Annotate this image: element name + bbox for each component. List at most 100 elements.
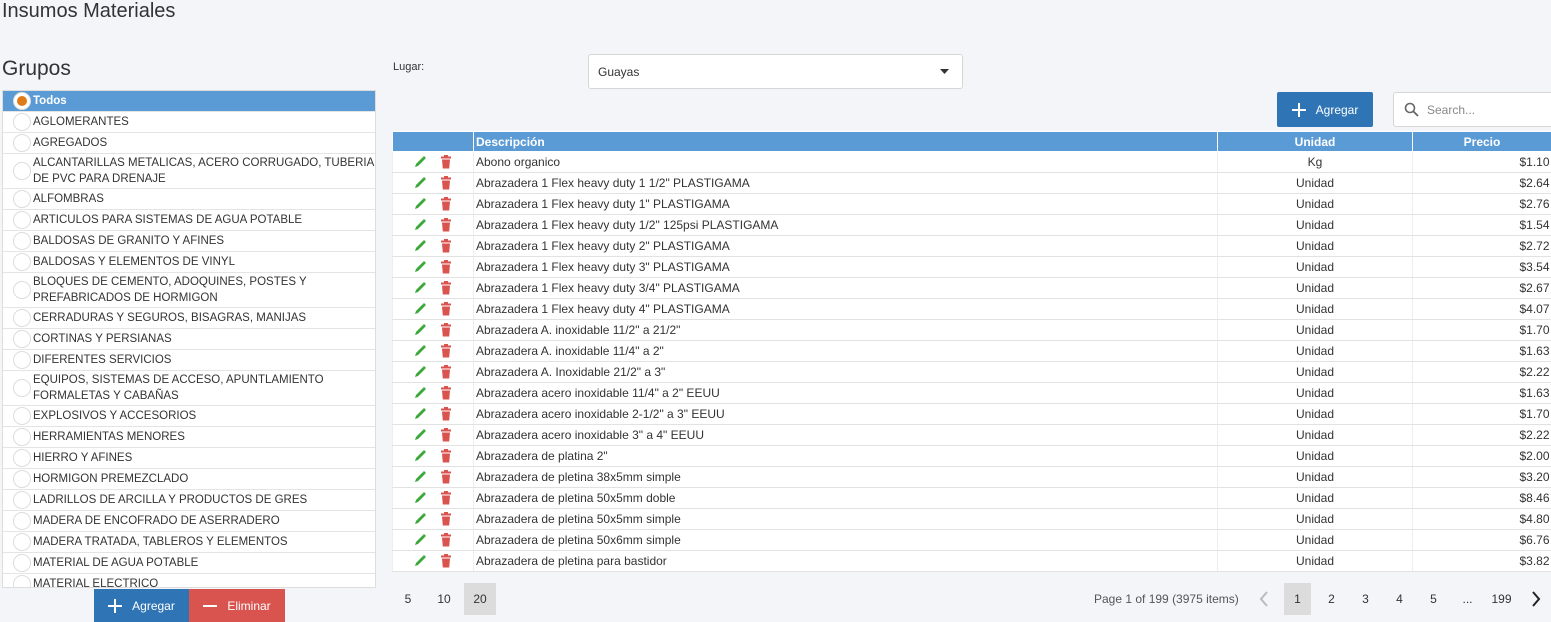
add-group-button[interactable]: Agregar xyxy=(94,589,189,622)
delete-icon[interactable] xyxy=(439,218,453,232)
edit-icon[interactable] xyxy=(413,260,427,274)
radio[interactable] xyxy=(13,253,31,271)
edit-icon[interactable] xyxy=(413,428,427,442)
group-row[interactable]: ARTICULOS PARA SISTEMAS DE AGUA POTABLE xyxy=(3,210,375,231)
delete-icon[interactable] xyxy=(439,428,453,442)
page-button[interactable]: 5 xyxy=(1430,592,1437,606)
group-row[interactable]: ALFOMBRAS xyxy=(3,189,375,210)
add-item-button[interactable]: Agregar xyxy=(1277,92,1373,127)
radio[interactable] xyxy=(13,162,31,180)
group-row[interactable]: HORMIGON PREMEZCLADO xyxy=(3,469,375,490)
page-button[interactable]: ... xyxy=(1462,592,1473,606)
group-row[interactable]: CORTINAS Y PERSIANAS xyxy=(3,329,375,350)
radio[interactable] xyxy=(13,190,31,208)
radio[interactable] xyxy=(13,470,31,488)
edit-icon[interactable] xyxy=(413,239,427,253)
group-row[interactable]: BALDOSAS Y ELEMENTOS DE VINYL xyxy=(3,252,375,273)
delete-icon[interactable] xyxy=(439,197,453,211)
group-row[interactable]: HERRAMIENTAS MENORES xyxy=(3,427,375,448)
edit-icon[interactable] xyxy=(413,323,427,337)
delete-icon[interactable] xyxy=(439,407,453,421)
group-row[interactable]: MATERIAL ELECTRICO xyxy=(3,574,375,587)
page-button[interactable]: 1 xyxy=(1284,583,1311,615)
page-size[interactable]: 5 xyxy=(404,592,412,606)
radio[interactable] xyxy=(13,533,31,551)
group-row[interactable]: MADERA DE ENCOFRADO DE ASERRADERO xyxy=(3,511,375,532)
edit-icon[interactable] xyxy=(413,554,427,568)
radio[interactable] xyxy=(13,351,31,369)
edit-icon[interactable] xyxy=(413,407,427,421)
delete-icon[interactable] xyxy=(439,554,453,568)
edit-icon[interactable] xyxy=(413,512,427,526)
edit-icon[interactable] xyxy=(413,533,427,547)
radio[interactable] xyxy=(13,281,31,299)
next-page[interactable] xyxy=(1522,583,1549,615)
delete-icon[interactable] xyxy=(439,260,453,274)
delete-icon[interactable] xyxy=(439,281,453,295)
group-row[interactable]: AGREGADOS xyxy=(3,133,375,154)
radio[interactable] xyxy=(13,428,31,446)
delete-icon[interactable] xyxy=(439,512,453,526)
radio[interactable] xyxy=(13,134,31,152)
radio[interactable] xyxy=(13,211,31,229)
column-header[interactable]: Precio xyxy=(1412,131,1551,152)
group-row[interactable]: CERRADURAS Y SEGUROS, BISAGRAS, MANIJAS xyxy=(3,308,375,329)
prev-page[interactable] xyxy=(1250,583,1277,615)
page-button[interactable]: 199 xyxy=(1491,592,1512,606)
edit-icon[interactable] xyxy=(413,197,427,211)
column-header[interactable]: Descripción xyxy=(473,131,1218,152)
delete-group-button[interactable]: Eliminar xyxy=(189,589,285,622)
edit-icon[interactable] xyxy=(413,449,427,463)
edit-icon[interactable] xyxy=(413,470,427,484)
edit-icon[interactable] xyxy=(413,386,427,400)
edit-icon[interactable] xyxy=(413,302,427,316)
column-header[interactable]: Unidad xyxy=(1217,131,1413,152)
radio[interactable] xyxy=(13,575,31,587)
radio[interactable] xyxy=(13,330,31,348)
radio[interactable] xyxy=(13,554,31,572)
edit-icon[interactable] xyxy=(413,281,427,295)
delete-icon[interactable] xyxy=(439,302,453,316)
delete-icon[interactable] xyxy=(439,533,453,547)
radio[interactable] xyxy=(13,407,31,425)
group-row[interactable]: BLOQUES DE CEMENTO, ADOQUINES, POSTES Y … xyxy=(3,273,375,308)
radio[interactable] xyxy=(13,113,31,131)
page-size[interactable]: 20 xyxy=(464,583,496,615)
radio[interactable] xyxy=(13,379,31,397)
delete-icon[interactable] xyxy=(439,344,453,358)
group-row[interactable]: AGLOMERANTES xyxy=(3,112,375,133)
edit-icon[interactable] xyxy=(413,491,427,505)
radio[interactable] xyxy=(13,449,31,467)
delete-icon[interactable] xyxy=(439,155,453,169)
search-box[interactable]: Search... xyxy=(1393,92,1551,127)
radio[interactable] xyxy=(13,491,31,509)
delete-icon[interactable] xyxy=(439,386,453,400)
group-row[interactable]: MADERA TRATADA, TABLEROS Y ELEMENTOS xyxy=(3,532,375,553)
group-row[interactable]: Todos xyxy=(3,91,375,112)
delete-icon[interactable] xyxy=(439,323,453,337)
delete-icon[interactable] xyxy=(439,449,453,463)
page-button[interactable]: 3 xyxy=(1362,592,1369,606)
group-row[interactable]: LADRILLOS DE ARCILLA Y PRODUCTOS DE GRES xyxy=(3,490,375,511)
radio[interactable] xyxy=(13,232,31,250)
delete-icon[interactable] xyxy=(439,239,453,253)
radio[interactable] xyxy=(13,92,31,110)
radio[interactable] xyxy=(13,309,31,327)
place-select[interactable]: Guayas xyxy=(588,54,963,89)
edit-icon[interactable] xyxy=(413,155,427,169)
group-row[interactable]: ALCANTARILLAS METALICAS, ACERO CORRUGADO… xyxy=(3,154,375,189)
group-row[interactable]: MATERIAL DE AGUA POTABLE xyxy=(3,553,375,574)
group-row[interactable]: HIERRO Y AFINES xyxy=(3,448,375,469)
delete-icon[interactable] xyxy=(439,176,453,190)
delete-icon[interactable] xyxy=(439,491,453,505)
group-row[interactable]: BALDOSAS DE GRANITO Y AFINES xyxy=(3,231,375,252)
radio[interactable] xyxy=(13,512,31,530)
group-row[interactable]: EXPLOSIVOS Y ACCESORIOS xyxy=(3,406,375,427)
page-size[interactable]: 10 xyxy=(437,592,451,606)
group-row[interactable]: DIFERENTES SERVICIOS xyxy=(3,350,375,371)
edit-icon[interactable] xyxy=(413,344,427,358)
page-button[interactable]: 2 xyxy=(1328,592,1335,606)
delete-icon[interactable] xyxy=(439,470,453,484)
edit-icon[interactable] xyxy=(413,218,427,232)
group-row[interactable]: EQUIPOS, SISTEMAS DE ACCESO, APUNTLAMIEN… xyxy=(3,371,375,406)
